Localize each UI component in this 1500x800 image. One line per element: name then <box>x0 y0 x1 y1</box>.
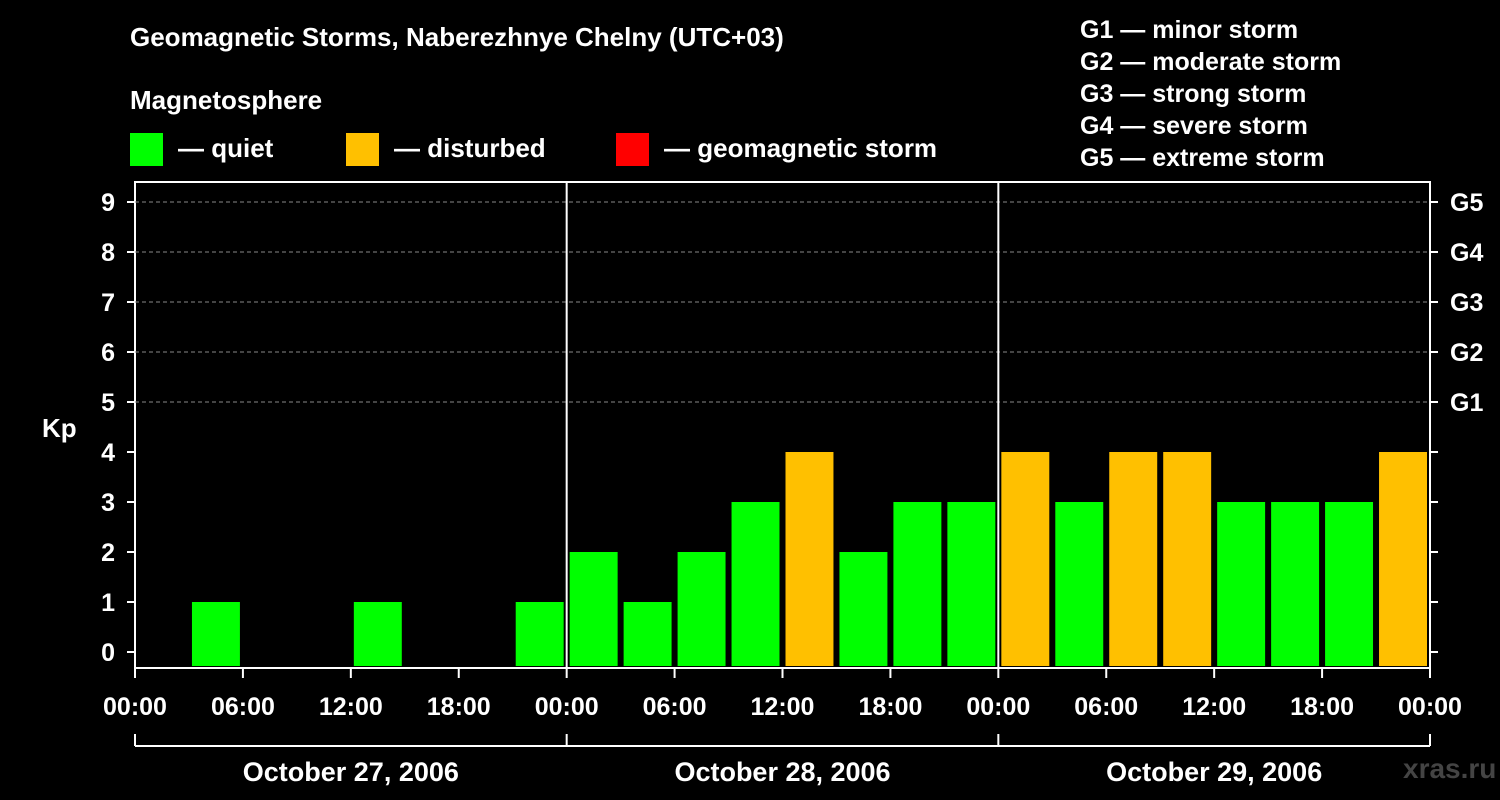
kp-bar-17 <box>1055 502 1104 666</box>
legend-swatch-disturbed <box>346 133 379 166</box>
kp-bar-15 <box>947 502 996 666</box>
x-tick-label-2: 12:00 <box>319 693 383 721</box>
y-tick-label-2: 2 <box>101 539 115 567</box>
day-label-1: October 28, 2006 <box>674 757 890 787</box>
storm-scale-legend: G1 — minor storm G2 — moderate storm G3 … <box>1080 14 1341 174</box>
y-tick-label-9: 9 <box>101 189 115 217</box>
kp-bar-7 <box>515 602 564 666</box>
kp-bar-13 <box>839 552 888 666</box>
x-tick-label-1: 06:00 <box>211 693 275 721</box>
y-tick-label-5: 5 <box>101 389 115 417</box>
y-tick-label-4: 4 <box>101 439 115 467</box>
y-axis-label: Kp <box>42 413 77 443</box>
kp-bar-18 <box>1109 452 1158 666</box>
right-axis-label-g4: G4 <box>1450 239 1483 267</box>
right-axis-label-g1: G1 <box>1450 389 1483 417</box>
storm-scale-g2: G2 — moderate storm <box>1080 48 1342 76</box>
y-tick-label-6: 6 <box>101 339 115 367</box>
kp-bar-9 <box>623 602 672 666</box>
kp-bar-11 <box>731 502 780 666</box>
y-tick-label-8: 8 <box>101 239 115 267</box>
kp-bar-4 <box>353 602 402 666</box>
chart-title: Geomagnetic Storms, Naberezhnye Chelny (… <box>130 22 784 52</box>
storm-scale-g4: G4 — severe storm <box>1080 112 1308 140</box>
right-axis-label-g2: G2 <box>1450 339 1483 367</box>
x-tick-label-7: 18:00 <box>858 693 922 721</box>
x-tick-label-12: 00:00 <box>1398 693 1462 721</box>
x-tick-label-10: 12:00 <box>1182 693 1246 721</box>
x-tick-label-0: 00:00 <box>103 693 167 721</box>
right-axis-label-g5: G5 <box>1450 189 1483 217</box>
watermark: xras.ru <box>1403 753 1497 784</box>
legend-swatch-storm <box>616 133 649 166</box>
x-tick-label-3: 18:00 <box>427 693 491 721</box>
legend-label-quiet: — quiet <box>178 133 274 163</box>
storm-scale-g3: G3 — strong storm <box>1080 80 1307 108</box>
y-tick-label-7: 7 <box>101 289 115 317</box>
legend-label-storm: — geomagnetic storm <box>664 133 938 163</box>
kp-bar-10 <box>677 552 726 666</box>
x-tick-label-4: 00:00 <box>535 693 599 721</box>
x-tick-label-9: 06:00 <box>1074 693 1138 721</box>
x-tick-label-5: 06:00 <box>643 693 707 721</box>
kp-bar-12 <box>785 452 834 666</box>
kp-bar-19 <box>1163 452 1212 666</box>
legend-swatch-quiet <box>130 133 163 166</box>
storm-scale-g1: G1 — minor storm <box>1080 16 1299 44</box>
storm-scale-g5: G5 — extreme storm <box>1080 144 1325 172</box>
kp-bar-20 <box>1217 502 1266 666</box>
x-tick-label-6: 12:00 <box>751 693 815 721</box>
y-tick-label-0: 0 <box>101 639 115 667</box>
day-label-0: October 27, 2006 <box>243 757 459 787</box>
x-tick-label-11: 18:00 <box>1290 693 1354 721</box>
kp-bar-21 <box>1271 502 1320 666</box>
kp-bar-16 <box>1001 452 1050 666</box>
y-tick-label-1: 1 <box>101 589 115 617</box>
kp-bar-14 <box>893 502 942 666</box>
kp-bar-22 <box>1325 502 1374 666</box>
day-label-2: October 29, 2006 <box>1106 757 1322 787</box>
kp-bar-1 <box>191 602 240 666</box>
y-tick-label-3: 3 <box>101 489 115 517</box>
kp-bar-23 <box>1379 452 1427 666</box>
right-axis-label-g3: G3 <box>1450 289 1483 317</box>
kp-bar-8 <box>569 552 618 666</box>
x-tick-label-8: 00:00 <box>966 693 1030 721</box>
chart-subtitle: Magnetosphere <box>130 85 323 115</box>
legend-label-disturbed: — disturbed <box>394 133 546 163</box>
